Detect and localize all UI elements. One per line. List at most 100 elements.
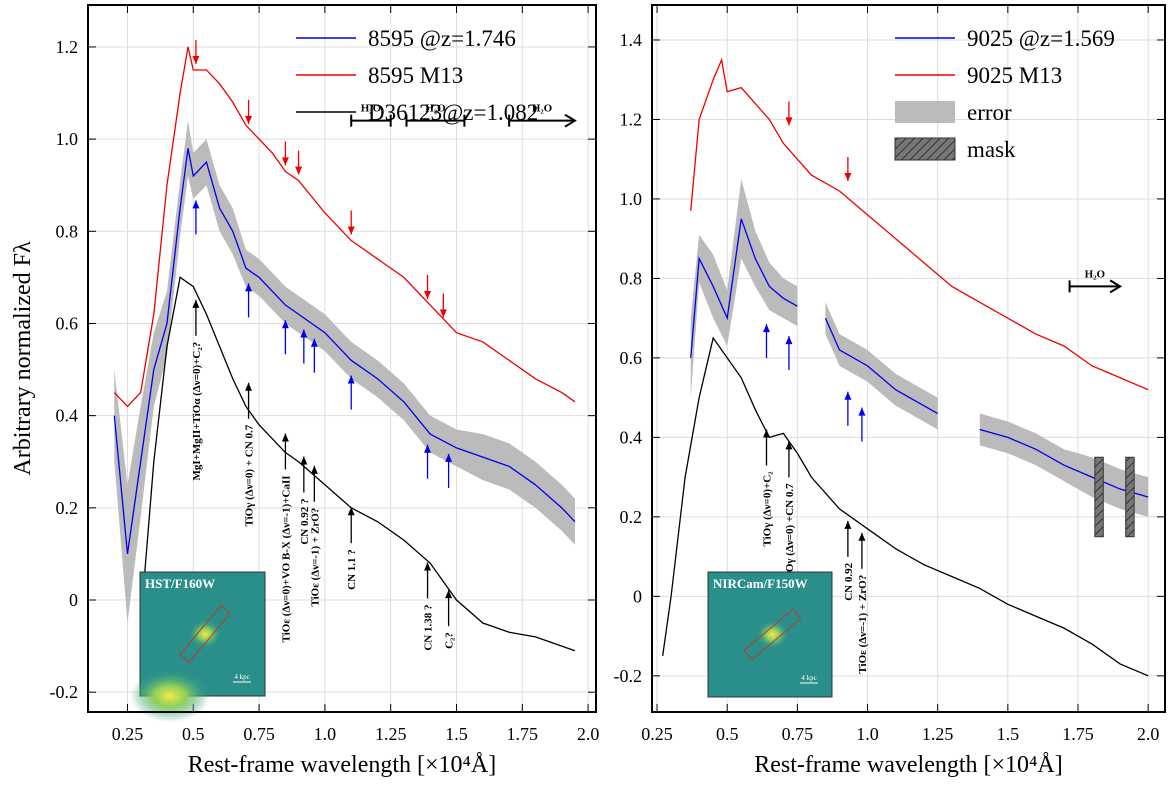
- h2o-arrow: [564, 113, 577, 128]
- annotation: TiOγ (Δν=0) + CN 0.7: [244, 424, 256, 526]
- arrow-head: [785, 117, 793, 126]
- x-tick-label: 1.25: [375, 724, 407, 744]
- mask-region: [1125, 456, 1135, 538]
- arrow-head: [245, 283, 253, 292]
- arrow-head: [858, 407, 866, 416]
- legend-swatch: [894, 137, 956, 161]
- y-tick-label: 1.2: [56, 37, 79, 57]
- legend-label: 9025 M13: [967, 63, 1062, 88]
- x-tick-label: 1.0: [856, 724, 879, 744]
- inset-label: HST/F160W: [145, 576, 215, 591]
- arrow-head: [785, 336, 793, 345]
- x-tick-label: 1.75: [507, 724, 539, 744]
- arrow-head: [281, 433, 289, 442]
- annotation: TiOγ (Δν=0)+C₂: [761, 471, 773, 547]
- y-tick-label: 1.4: [620, 30, 643, 50]
- y-tick-label: 0.8: [56, 221, 79, 241]
- arrow-head: [844, 391, 852, 400]
- arrow-head: [192, 55, 200, 64]
- y-tick-label: -0.2: [614, 666, 643, 686]
- x-tick-label: 1.5: [997, 724, 1020, 744]
- inset-source: [756, 620, 789, 649]
- x-tick-label: 2.0: [577, 724, 600, 744]
- arrow-head: [424, 291, 432, 300]
- inset-slit: [179, 604, 231, 664]
- legend-label: error: [967, 100, 1012, 125]
- arrow-head: [281, 320, 289, 329]
- y-tick-label: 0.2: [56, 498, 79, 518]
- y-axis-label: Arbitrary normalized Fλ: [10, 241, 36, 476]
- h2o-label: H₂O: [532, 103, 553, 115]
- annotation: C₂?: [444, 632, 456, 649]
- series-line: [139, 276, 576, 652]
- x-tick-label: 1.75: [1062, 724, 1094, 744]
- arrow-head: [445, 590, 453, 599]
- inset-label: NIRCam/F150W: [713, 576, 808, 591]
- mask-region: [1094, 456, 1104, 538]
- x-tick-label: 1.25: [922, 724, 954, 744]
- legend-label: D36123@z=1.082: [368, 100, 538, 125]
- arrow-head: [424, 444, 432, 453]
- series-line: [662, 336, 1149, 677]
- h2o-label: H₂O: [1085, 268, 1106, 280]
- y-tick-label: 1.0: [620, 189, 643, 209]
- arrow-head: [785, 441, 793, 450]
- x-tick-label: 2.0: [1137, 724, 1160, 744]
- annotation: TiOε (Δν=-1) + ZrO?: [309, 508, 321, 607]
- annotation: CN 0.92: [843, 562, 855, 600]
- arrow-head: [762, 429, 770, 438]
- arrow-head: [245, 115, 253, 124]
- series-line: [690, 218, 1149, 498]
- h2o-label: H₂O: [361, 103, 382, 115]
- arrow-head: [445, 453, 453, 462]
- axes-frame: [651, 4, 1166, 713]
- y-tick-label: 1.0: [56, 129, 79, 149]
- inset-slit: [743, 608, 802, 661]
- arrow-head: [192, 299, 200, 308]
- y-tick-label: 0: [633, 586, 642, 606]
- arrow-head: [300, 329, 308, 338]
- legend-label: 8595 M13: [368, 63, 463, 88]
- y-tick-label: 0.6: [56, 313, 79, 333]
- x-tick-label: 0.75: [782, 724, 814, 744]
- legend-label: 9025 @z=1.569: [967, 26, 1115, 51]
- axes-frame: [87, 4, 597, 713]
- y-tick-label: 0.2: [620, 507, 643, 527]
- arrow-head: [192, 200, 200, 209]
- annotation: CN 1.1 ?: [346, 549, 358, 590]
- arrow-head: [300, 456, 308, 465]
- arrow-head: [295, 166, 303, 175]
- h2o-label: H₂O: [425, 103, 446, 115]
- annotation: TiOγ (Δν=0) +CN 0.7: [784, 483, 796, 582]
- inset-scale: 4 kpc: [234, 673, 249, 681]
- series-line: [113, 46, 576, 408]
- arrow-head: [310, 465, 318, 474]
- error-band: [690, 179, 1149, 517]
- y-tick-label: -0.2: [50, 682, 79, 702]
- arrow-head: [439, 309, 447, 318]
- legend-label: 8595 @z=1.746: [368, 26, 516, 51]
- h2o-arrow: [1109, 279, 1123, 294]
- y-tick-label: 0.6: [620, 348, 643, 368]
- y-tick-label: 1.2: [620, 109, 643, 129]
- inset-source: [130, 670, 210, 722]
- annotation: MgI+MgII+TiOα (Δν=0)+C₂?: [191, 342, 203, 481]
- x-tick-label: 0.25: [641, 724, 673, 744]
- x-tick-label: 0.5: [716, 724, 739, 744]
- plot-area: [88, 5, 596, 712]
- x-tick-label: 1.0: [314, 724, 337, 744]
- arrow-head: [844, 173, 852, 182]
- series-line: [690, 57, 1149, 391]
- y-tick-label: 0: [69, 590, 78, 610]
- annotation: TiOε (Δν=-1) + ZrO?: [857, 575, 869, 674]
- arrow-head: [310, 338, 318, 347]
- arrow-head: [347, 226, 355, 235]
- legend-swatch: [895, 101, 955, 123]
- x-axis-label: Rest-frame wavelength [×10⁴Å]: [754, 752, 1062, 778]
- x-tick-label: 1.5: [445, 724, 468, 744]
- arrow-head: [347, 507, 355, 516]
- y-tick-label: 0.4: [620, 427, 643, 447]
- arrow-head: [347, 375, 355, 384]
- annotation: TiOε (Δν=0)+VO B-X (Δν=-1)+CaII: [280, 475, 292, 642]
